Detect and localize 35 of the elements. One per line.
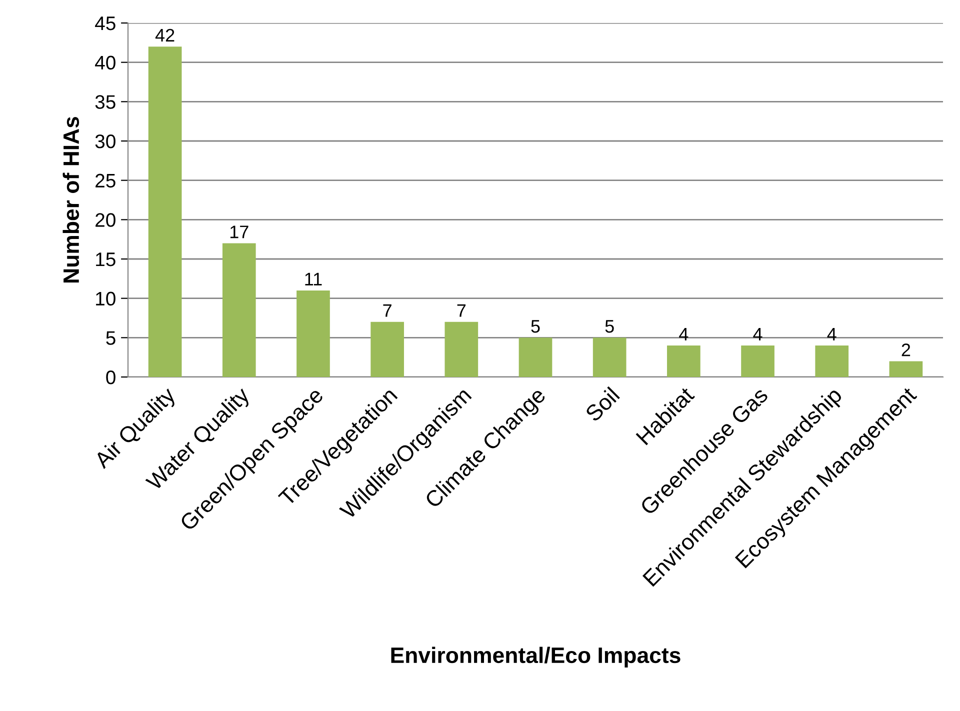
bar	[667, 346, 700, 377]
bar	[444, 322, 478, 377]
bar	[222, 243, 256, 377]
bar	[296, 290, 330, 377]
data-label: 17	[230, 226, 248, 238]
y-tick-label: 40	[95, 56, 116, 70]
bar	[592, 338, 626, 377]
x-tick-label: Soil	[584, 386, 620, 422]
y-tick-label: 5	[106, 331, 116, 345]
y-tick-label: 15	[96, 252, 116, 266]
data-label: 7	[457, 304, 466, 317]
bar	[741, 346, 774, 377]
bar	[370, 322, 404, 377]
y-tick-label: 0	[106, 370, 116, 384]
bar	[148, 46, 182, 377]
data-label: 4	[827, 328, 836, 340]
y-tick-label: 30	[95, 134, 116, 148]
bar	[889, 361, 923, 377]
bar	[518, 338, 552, 377]
data-label: 5	[605, 320, 614, 333]
data-label: 11	[305, 272, 322, 286]
data-label: 42	[155, 28, 174, 42]
y-tick-label: 10	[96, 292, 116, 306]
data-label: 4	[753, 328, 762, 340]
y-tick-label: 25	[96, 174, 116, 188]
data-label: 7	[383, 304, 392, 317]
x-axis-title: Environmental/Eco Impacts	[391, 646, 680, 668]
y-tick-label: 35	[95, 95, 116, 109]
y-tick-label: 20	[96, 213, 116, 227]
y-axis-title: Number of HIAs	[62, 116, 80, 282]
data-label: 5	[531, 320, 540, 333]
bar	[815, 346, 849, 377]
data-label: 2	[902, 344, 910, 356]
y-tick-label: 45	[95, 16, 116, 30]
data-label: 4	[679, 328, 688, 340]
